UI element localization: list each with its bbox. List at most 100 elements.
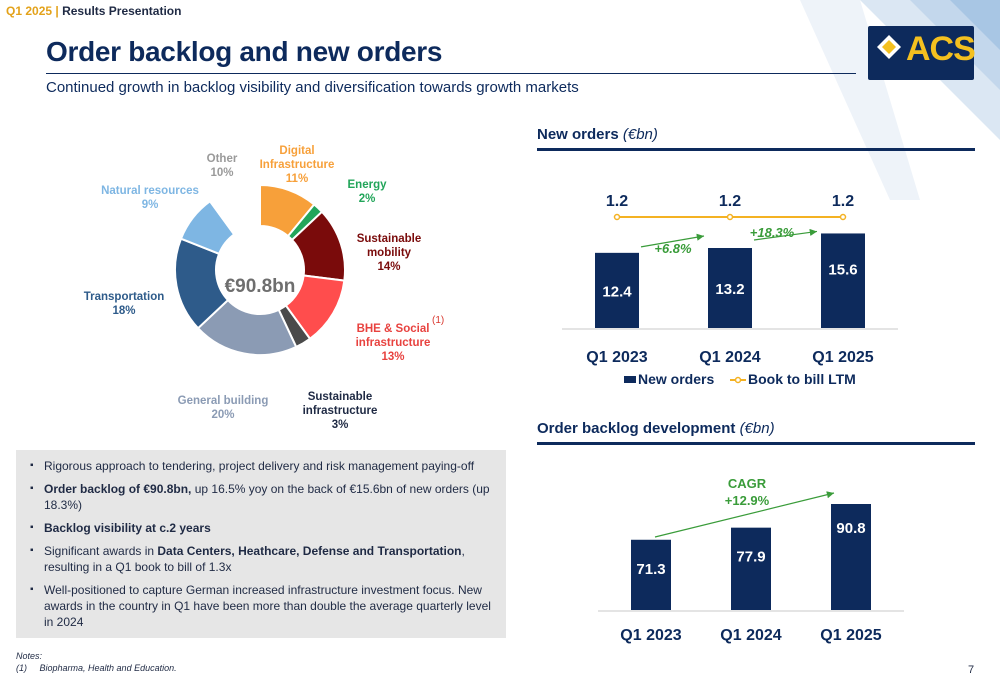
new-orders-bar xyxy=(821,233,865,328)
book-to-bill-value-label: 1.2 xyxy=(832,193,854,210)
donut-label-sustainable_infra: Sustainable infrastructure 3% xyxy=(280,390,400,432)
quarter-label: Q1 2025 xyxy=(6,4,53,18)
logo-text: ACS xyxy=(906,30,976,68)
donut-label-other: Other 10% xyxy=(162,152,282,180)
donut-label-text: infrastructure xyxy=(302,405,378,417)
bullet-item: Order backlog of €90.8bn, up 16.5% yoy o… xyxy=(30,481,496,513)
book-to-bill-value-label: 1.2 xyxy=(606,193,628,210)
donut-label-text: BHE & Social xyxy=(356,323,430,335)
growth-label: +6.8% xyxy=(654,241,692,256)
donut-label-pct: 3% xyxy=(331,419,349,431)
new-orders-category-label: Q1 2023 xyxy=(586,349,647,366)
bullet-item: Backlog visibility at c.2 years xyxy=(30,520,496,536)
page-title: Order backlog and new orders xyxy=(46,36,443,67)
backlog-bar xyxy=(831,504,871,610)
donut-label-text: Digital xyxy=(279,145,315,157)
bullet-text: up 16.5% yoy on the back of €15.6bn of n… xyxy=(44,482,490,512)
legend-swatch-book-to-bill-point xyxy=(734,376,742,384)
donut-label-transport: Transportation 18% xyxy=(64,290,184,318)
donut-label-pct: 9% xyxy=(141,199,159,211)
backlog-divider xyxy=(537,442,975,445)
donut-label-pct: 14% xyxy=(377,261,401,273)
deck-name: Results Presentation xyxy=(62,4,182,18)
bullet-item: Rigorous approach to tendering, project … xyxy=(30,458,496,474)
donut-slice-other xyxy=(208,183,261,236)
donut-label-text: Transportation xyxy=(83,291,165,303)
backlog-category-label: Q1 2024 xyxy=(720,627,781,644)
cagr-value: +12.9% xyxy=(725,493,770,508)
notes-line: (1) Biopharma, Health and Education. xyxy=(16,663,177,673)
new-orders-category-label: Q1 2025 xyxy=(812,349,873,366)
donut-label-pct: 10% xyxy=(210,167,234,179)
growth-label: +18.3% xyxy=(750,225,795,240)
bullet-item: Significant awards in Data Centers, Heat… xyxy=(30,543,496,575)
new-orders-title-text: New orders xyxy=(537,126,619,143)
growth-arrow xyxy=(640,233,705,248)
title-divider xyxy=(46,73,856,74)
donut-label-pct: 13% xyxy=(381,351,405,363)
backlog-unit: (€bn) xyxy=(739,420,775,437)
donut-label-general: General building 20% xyxy=(163,394,283,422)
backlog-bar xyxy=(631,539,671,610)
backlog-donut-chart xyxy=(174,183,346,356)
donut-label-pct: 18% xyxy=(112,305,136,317)
new-orders-category-label: Q1 2024 xyxy=(699,349,760,366)
donut-label-text: Energy xyxy=(347,179,387,191)
donut-label-pct: 20% xyxy=(211,409,235,421)
donut-label-text: Natural resources xyxy=(101,185,199,197)
legend-label-new-orders: New orders xyxy=(638,371,714,387)
new-orders-bar xyxy=(708,248,752,328)
logo-diamond-icon xyxy=(877,35,901,59)
new-orders-value-label: 15.6 xyxy=(828,262,857,279)
bullet-item: Well-positioned to capture German increa… xyxy=(30,582,496,630)
note-marker: (1) xyxy=(16,663,27,673)
donut-label-text: Other xyxy=(206,153,238,165)
donut-center-label: €90.8bn xyxy=(224,276,296,297)
book-to-bill-value-label: 1.2 xyxy=(719,193,741,210)
donut-label-text: infrastructure xyxy=(355,337,431,349)
cagr-label: CAGR xyxy=(728,476,767,491)
new-orders-value-label: 13.2 xyxy=(715,281,744,298)
new-orders-divider xyxy=(537,148,975,151)
donut-label-mobility: Sustainable mobility 14% xyxy=(329,232,449,274)
backlog-category-label: Q1 2025 xyxy=(820,627,881,644)
page-subtitle: Continued growth in backlog visibility a… xyxy=(46,79,579,96)
bullet-bold: Order backlog of €90.8bn, xyxy=(44,482,192,496)
bhe-footnote-marker: (1) xyxy=(432,315,445,326)
donut-label-bhe: BHE & Social infrastructure 13% xyxy=(333,322,453,364)
backlog-value-label: 71.3 xyxy=(636,561,665,578)
deck-header: Q1 2025 | Results Presentation xyxy=(6,4,181,18)
bullet-text: , resulting in a Q1 book to bill of 1.3x xyxy=(44,544,465,574)
legend-swatch-new-orders xyxy=(624,376,636,383)
page-number: 7 xyxy=(968,664,975,676)
growth-arrow xyxy=(753,228,818,241)
key-points-box: Rigorous approach to tendering, project … xyxy=(16,450,506,638)
book-to-bill-point xyxy=(839,213,847,221)
note-text: Biopharma, Health and Education. xyxy=(39,663,177,673)
donut-label-digital: Digital Infrastructure 11% xyxy=(237,144,357,186)
legend-label-book-to-bill: Book to bill LTM xyxy=(748,371,856,387)
donut-label-pct: 2% xyxy=(358,193,376,205)
backlog-bar xyxy=(731,527,771,610)
bullet-text: Well-positioned to capture German increa… xyxy=(44,583,491,629)
backlog-title: Order backlog development (€bn) xyxy=(537,420,775,437)
donut-label-energy: Energy 2% xyxy=(307,178,427,206)
cagr-arrow xyxy=(654,491,835,538)
header-separator: | xyxy=(55,4,59,18)
donut-label-text: mobility xyxy=(366,247,412,259)
new-orders-bar xyxy=(595,252,639,328)
backlog-category-label: Q1 2023 xyxy=(620,627,681,644)
backlog-title-text: Order backlog development xyxy=(537,420,736,437)
book-to-bill-point xyxy=(726,213,734,221)
new-orders-chart: 12.4 Q1 2023 1.2 13.2 Q1 2024 1.2 15.6 Q1 2025 1… xyxy=(562,193,898,387)
donut-label-text: Sustainable xyxy=(356,233,422,245)
backlog-value-label: 90.8 xyxy=(836,520,865,537)
book-to-bill-point xyxy=(613,213,621,221)
donut-label-text: General building xyxy=(177,395,269,407)
key-points-list: Rigorous approach to tendering, project … xyxy=(16,450,506,630)
backlog-value-label: 77.9 xyxy=(736,549,765,566)
donut-label-natural: Natural resources 9% xyxy=(90,184,210,212)
new-orders-value-label: 12.4 xyxy=(602,283,632,300)
donut-label-text: Infrastructure xyxy=(259,159,335,171)
bullet-text: Rigorous approach to tendering, project … xyxy=(44,459,475,473)
